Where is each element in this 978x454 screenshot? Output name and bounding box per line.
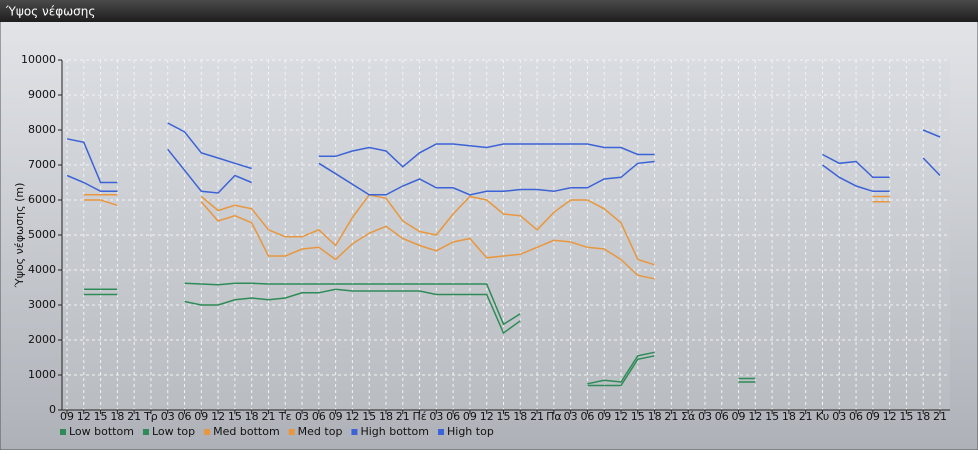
x-tick-label: 06 — [715, 410, 729, 423]
x-tick-label: 18 — [916, 410, 930, 423]
x-tick-label: 12 — [77, 410, 91, 423]
x-tick-label: 03 — [295, 410, 309, 423]
title-bar — [0, 0, 978, 22]
x-tick-label: 06 — [446, 410, 460, 423]
x-tick-label: 12 — [211, 410, 225, 423]
legend-label: High bottom — [360, 425, 429, 438]
x-tick-label: 03 — [161, 410, 175, 423]
x-tick-label: Πα — [546, 410, 562, 423]
y-tick-label: 5000 — [28, 228, 56, 241]
x-tick-label: 15 — [899, 410, 913, 423]
x-tick-label: 21 — [261, 410, 275, 423]
legend-swatch — [142, 429, 149, 435]
x-tick-label: Κυ — [816, 410, 830, 423]
x-tick-label: 21 — [664, 410, 678, 423]
x-tick-label: 18 — [513, 410, 527, 423]
x-tick-label: 03 — [698, 410, 712, 423]
x-tick-label: Τε — [278, 410, 292, 423]
x-tick-label: 21 — [530, 410, 544, 423]
y-axis-label: Ύψος νέφωσης (m) — [13, 183, 26, 289]
x-tick-label: 15 — [228, 410, 242, 423]
legend-label: Med top — [298, 425, 343, 438]
x-tick-label: 18 — [782, 410, 796, 423]
x-tick-label: 18 — [245, 410, 259, 423]
x-tick-label: 06 — [178, 410, 192, 423]
x-tick-label: 09 — [463, 410, 477, 423]
x-tick-label: 06 — [849, 410, 863, 423]
x-tick-label: 21 — [396, 410, 410, 423]
x-tick-label: 06 — [580, 410, 594, 423]
x-tick-label: 09 — [194, 410, 208, 423]
x-tick-label: 06 — [312, 410, 326, 423]
y-tick-label: 8000 — [28, 123, 56, 136]
x-tick-label: 21 — [933, 410, 947, 423]
x-tick-label: 12 — [883, 410, 897, 423]
series-line — [83, 199, 890, 280]
window-title: Ύψος νέφωσης — [5, 5, 95, 19]
x-tick-label: 09 — [732, 410, 746, 423]
y-tick-label: 3000 — [28, 298, 56, 311]
legend-swatch — [288, 429, 295, 435]
x-tick-label: 03 — [564, 410, 578, 423]
x-tick-label: 12 — [345, 410, 359, 423]
x-tick-label: Σά — [681, 410, 695, 423]
y-tick-label: 10000 — [21, 53, 56, 66]
x-tick-label: Πέ — [412, 410, 426, 423]
x-tick-label: 09 — [60, 410, 74, 423]
x-tick-label: 15 — [362, 410, 376, 423]
x-tick-label: Τρ — [143, 410, 158, 423]
legend-label: Low top — [152, 425, 195, 438]
series-line — [66, 148, 941, 196]
y-tick-label: 2000 — [28, 333, 56, 346]
legend-label: Med bottom — [213, 425, 280, 438]
series-line — [66, 122, 941, 184]
x-tick-label: 15 — [94, 410, 108, 423]
x-tick-label: 15 — [765, 410, 779, 423]
y-tick-label: 6000 — [28, 193, 56, 206]
x-tick-label: 18 — [648, 410, 662, 423]
legend-label: Low bottom — [69, 425, 134, 438]
x-tick-label: 12 — [480, 410, 494, 423]
x-tick-label: 18 — [379, 410, 393, 423]
legend-swatch — [204, 429, 211, 435]
legend-swatch — [438, 429, 444, 435]
x-tick-label: 12 — [614, 410, 628, 423]
y-tick-label: 1000 — [28, 368, 56, 381]
y-tick-label: 9000 — [28, 88, 56, 101]
x-tick-label: 03 — [429, 410, 443, 423]
x-tick-label: 15 — [497, 410, 511, 423]
legend-label: High top — [447, 425, 494, 438]
legend-swatch — [60, 429, 66, 435]
y-tick-label: 7000 — [28, 158, 56, 171]
x-tick-label: 09 — [866, 410, 880, 423]
x-tick-label: 18 — [110, 410, 124, 423]
x-tick-label: 03 — [832, 410, 846, 423]
x-tick-label: 21 — [127, 410, 141, 423]
y-tick-label: 4000 — [28, 263, 56, 276]
y-tick-label: 0 — [49, 403, 56, 416]
x-tick-label: 09 — [597, 410, 611, 423]
x-tick-label: 09 — [329, 410, 343, 423]
series-line — [83, 282, 756, 385]
series-line — [83, 288, 756, 387]
x-tick-label: 12 — [748, 410, 762, 423]
series-line — [83, 193, 890, 266]
x-tick-label: 21 — [799, 410, 813, 423]
legend-swatch — [351, 429, 358, 435]
x-tick-label: 15 — [631, 410, 645, 423]
